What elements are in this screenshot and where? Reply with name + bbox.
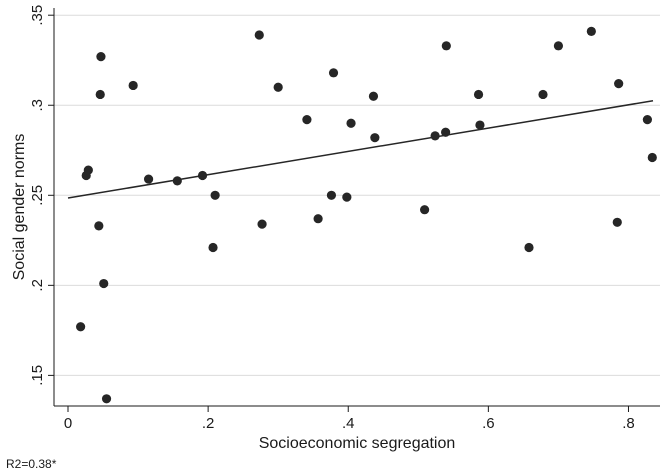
data-point	[420, 205, 430, 215]
grid-lines	[54, 14, 660, 376]
data-point	[254, 30, 264, 40]
y-tick-label: .15	[29, 365, 46, 386]
data-point	[368, 91, 379, 101]
x-tick-label: .2	[202, 415, 215, 432]
data-point	[76, 322, 86, 332]
data-point	[172, 176, 182, 186]
data-point	[370, 133, 380, 143]
data-point	[128, 80, 138, 91]
y-tick-label: .25	[29, 185, 46, 206]
data-point	[586, 26, 596, 37]
data-points	[76, 26, 657, 404]
data-point	[210, 190, 220, 200]
data-point	[342, 192, 352, 202]
fit-line-layer	[67, 100, 654, 199]
data-point	[313, 214, 323, 224]
data-point	[257, 219, 267, 229]
data-point	[101, 394, 112, 404]
data-point	[95, 89, 105, 100]
data-point	[208, 242, 218, 253]
data-point	[83, 165, 93, 175]
data-point	[647, 152, 657, 163]
data-point	[553, 41, 564, 51]
data-point	[430, 131, 440, 141]
data-point	[346, 118, 356, 128]
y-tick-label: .2	[29, 279, 46, 292]
data-point	[441, 41, 451, 51]
y-tick-label: .3	[29, 99, 46, 112]
data-point	[99, 278, 109, 289]
x-tick-label: .4	[342, 415, 355, 432]
axes: .15 .2 .25 .3 .35 0 .2 .4 .6 .8	[29, 5, 660, 432]
data-point	[475, 120, 485, 130]
x-tick-label: .8	[622, 415, 635, 432]
r-squared-note: R2=0.38*	[6, 457, 57, 471]
data-point	[538, 89, 548, 100]
x-tick-label: .6	[482, 415, 495, 432]
y-axis-title: Social gender norms	[11, 134, 28, 281]
data-point	[642, 115, 652, 125]
y-tick-label: .35	[29, 5, 46, 26]
data-point	[614, 79, 624, 89]
data-point	[143, 174, 154, 184]
x-axis-title: Socioeconomic segregation	[259, 435, 456, 452]
data-point	[302, 115, 312, 125]
fit-line	[67, 100, 654, 199]
data-point	[96, 52, 106, 62]
x-tick-label: 0	[64, 415, 72, 432]
data-point	[326, 190, 337, 200]
data-point	[94, 221, 104, 231]
data-point	[524, 242, 534, 253]
data-point	[612, 217, 622, 227]
data-point	[328, 68, 339, 78]
data-point	[273, 82, 283, 92]
data-point	[473, 89, 484, 100]
